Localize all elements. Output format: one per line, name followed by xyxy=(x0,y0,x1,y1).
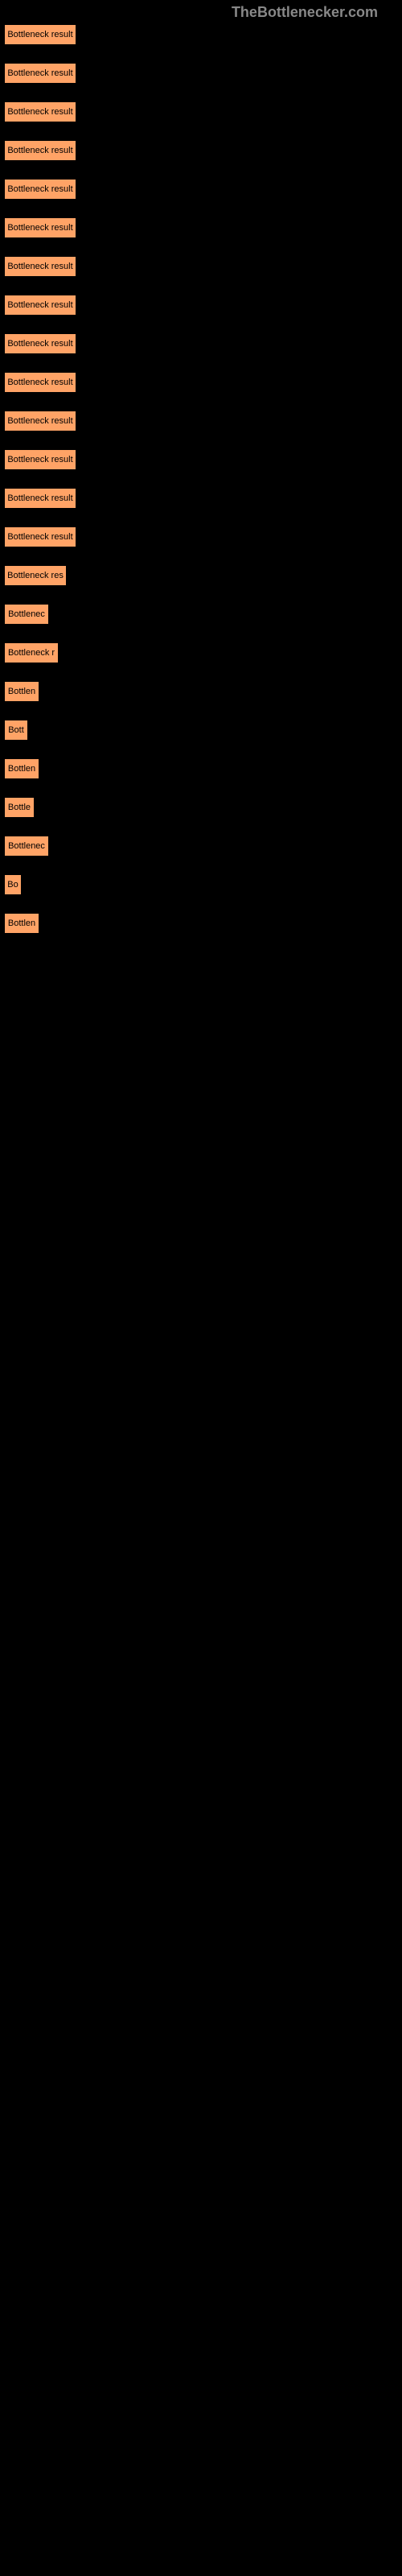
bar-row: Bottleneck result xyxy=(4,488,398,509)
bar-row: Bottleneck result xyxy=(4,295,398,316)
bar-row: Bottleneck r xyxy=(4,642,398,663)
bar-row: Bottleneck result xyxy=(4,24,398,45)
bar[interactable]: Bottlen xyxy=(4,913,39,934)
bar-row: Bottleneck result xyxy=(4,449,398,470)
bar[interactable]: Bottleneck result xyxy=(4,179,76,200)
bar[interactable]: Bott xyxy=(4,720,28,741)
bar[interactable]: Bottleneck result xyxy=(4,449,76,470)
bar[interactable]: Bottleneck result xyxy=(4,140,76,161)
bar-row: Bottleneck result xyxy=(4,101,398,122)
bar[interactable]: Bottleneck result xyxy=(4,101,76,122)
bar-row: Bottleneck res xyxy=(4,565,398,586)
bar[interactable]: Bottle xyxy=(4,797,35,818)
bar-row: Bottleneck result xyxy=(4,179,398,200)
bar[interactable]: Bottleneck result xyxy=(4,411,76,431)
bar-row: Bottlen xyxy=(4,913,398,934)
bar[interactable]: Bottleneck result xyxy=(4,333,76,354)
bar[interactable]: Bottleneck result xyxy=(4,63,76,84)
bar[interactable]: Bottleneck result xyxy=(4,217,76,238)
bar-row: Bottlenec xyxy=(4,604,398,625)
bar-row: Bottlen xyxy=(4,681,398,702)
bar[interactable]: Bottlen xyxy=(4,681,39,702)
bar-row: Bottleneck result xyxy=(4,411,398,431)
bar-row: Bo xyxy=(4,874,398,895)
bar[interactable]: Bottleneck result xyxy=(4,295,76,316)
bar[interactable]: Bottleneck res xyxy=(4,565,67,586)
bar[interactable]: Bottlenec xyxy=(4,604,49,625)
bar-row: Bott xyxy=(4,720,398,741)
bar[interactable]: Bottleneck result xyxy=(4,488,76,509)
bar-row: Bottleneck result xyxy=(4,63,398,84)
bar-row: Bottlen xyxy=(4,758,398,779)
bar[interactable]: Bottleneck result xyxy=(4,372,76,393)
bar-row: Bottleneck result xyxy=(4,256,398,277)
bar[interactable]: Bottleneck result xyxy=(4,526,76,547)
bar[interactable]: Bottlenec xyxy=(4,836,49,857)
bar-row: Bottleneck result xyxy=(4,526,398,547)
watermark-text: TheBottlenecker.com xyxy=(232,4,378,21)
bar[interactable]: Bottleneck result xyxy=(4,24,76,45)
bar-row: Bottleneck result xyxy=(4,140,398,161)
bar-row: Bottle xyxy=(4,797,398,818)
bar-row: Bottleneck result xyxy=(4,333,398,354)
bar[interactable]: Bottleneck r xyxy=(4,642,59,663)
bar[interactable]: Bottleneck result xyxy=(4,256,76,277)
bar-row: Bottlenec xyxy=(4,836,398,857)
bar[interactable]: Bo xyxy=(4,874,22,895)
bar-chart: Bottleneck result Bottleneck result Bottle… xyxy=(4,24,398,952)
bar-row: Bottleneck result xyxy=(4,372,398,393)
bar[interactable]: Bottlen xyxy=(4,758,39,779)
bar-row: Bottleneck result xyxy=(4,217,398,238)
